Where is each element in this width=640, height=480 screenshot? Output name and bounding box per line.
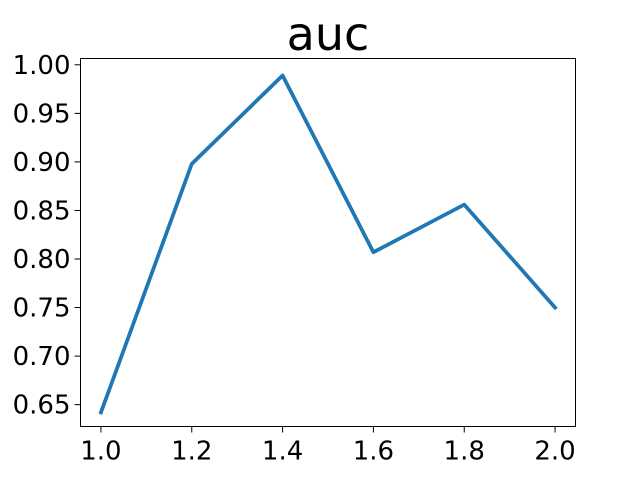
y-tick-label: 0.95 — [13, 99, 71, 129]
plot-area-frame — [80, 58, 576, 427]
y-tick-label: 0.70 — [13, 342, 71, 372]
x-axis: 1.0 1.2 1.4 1.6 1.8 2.0 — [80, 426, 576, 467]
y-axis: 0.65 0.70 0.75 0.80 0.85 0.90 0.95 1.00 — [13, 51, 81, 421]
y-tick-label: 0.90 — [13, 148, 71, 178]
x-tick-label: 2.0 — [534, 437, 575, 467]
y-tick-label: 0.80 — [13, 245, 71, 275]
y-tick-label: 0.85 — [13, 196, 71, 226]
y-tick-label: 0.75 — [13, 294, 71, 324]
x-tick-label: 1.4 — [262, 437, 303, 467]
x-tick-label: 1.0 — [80, 437, 121, 467]
series-layer — [98, 73, 558, 415]
y-tick-label: 0.65 — [13, 391, 71, 421]
series-line — [98, 73, 558, 415]
x-tick-label: 1.6 — [353, 437, 394, 467]
chart-title: auc — [287, 7, 370, 61]
x-tick-label: 1.2 — [171, 437, 212, 467]
y-tick-label: 1.00 — [13, 51, 71, 81]
x-tick-label: 1.8 — [444, 437, 485, 467]
